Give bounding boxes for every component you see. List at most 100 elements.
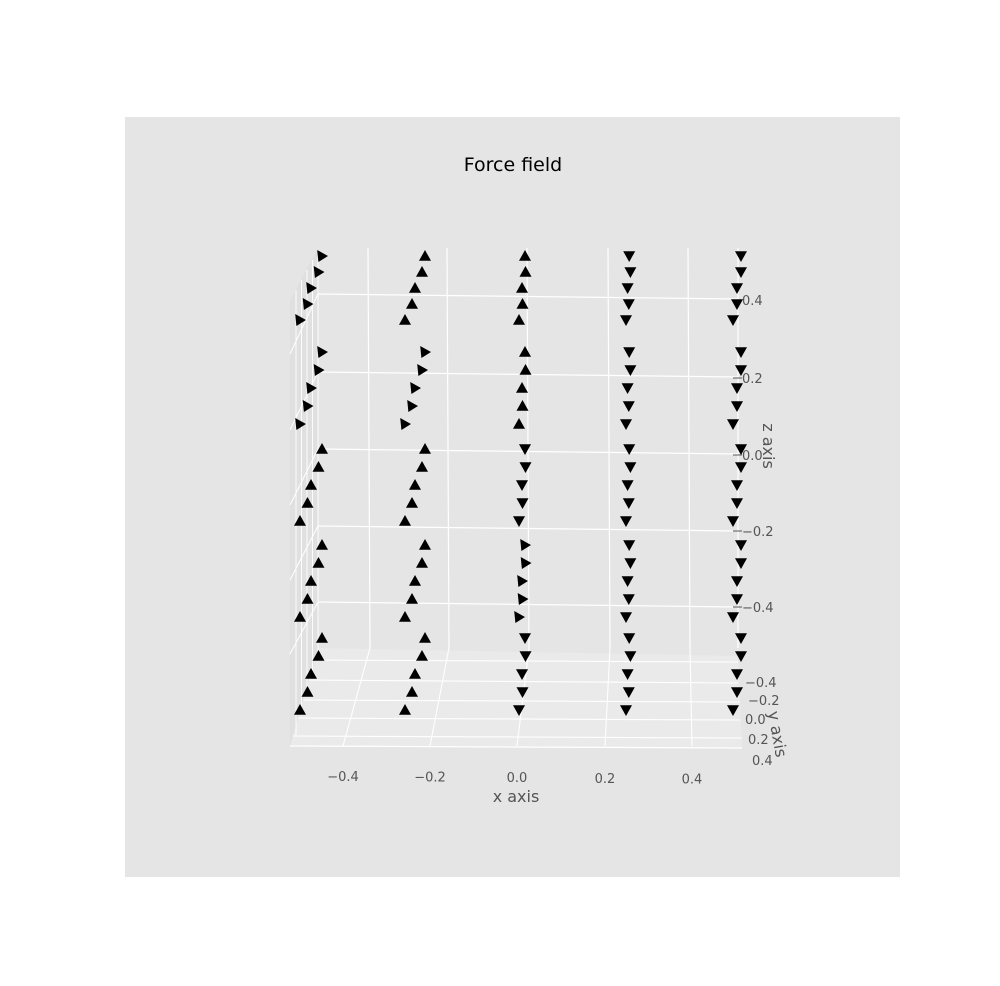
quiver-marker [727, 419, 739, 430]
floor-depth-line [342, 647, 371, 747]
quiver-marker [513, 314, 525, 325]
quiver-marker [312, 557, 325, 568]
quiver-marker [295, 314, 306, 326]
z-axis-label: z axis [759, 423, 778, 469]
y-tick-label: 0.0 [745, 713, 766, 728]
quiver-marker [620, 516, 632, 527]
floor-grid-line [293, 699, 741, 703]
quiver-marker [420, 346, 431, 358]
floor-grid-line [295, 679, 739, 684]
quiver-marker [622, 687, 635, 698]
quiver-marker [301, 593, 314, 604]
quiver-marker [302, 400, 314, 412]
back-grid-hline [317, 448, 739, 455]
quiver-marker [305, 479, 317, 490]
quiver-marker [409, 282, 421, 293]
quiver-marker [735, 540, 747, 551]
floor-grid-line [299, 659, 739, 663]
quiver-marker [316, 632, 328, 643]
quiver-marker [406, 298, 418, 309]
quiver-marker [622, 594, 635, 605]
quiver-marker [623, 347, 636, 358]
quiver-marker [623, 251, 636, 262]
back-grid-vline [687, 247, 691, 649]
back-grid-vline [367, 247, 371, 649]
quiver-marker [301, 686, 314, 697]
quiver-marker [622, 401, 635, 412]
quiver-marker [519, 651, 532, 662]
quiver-marker [406, 593, 418, 604]
quiver-marker [513, 418, 525, 429]
quiver-marker [621, 576, 634, 587]
quiver-marker [520, 557, 532, 569]
z-tick-label: 0.4 [742, 294, 763, 309]
side-grid-line [289, 448, 319, 506]
quiver-marker [735, 651, 747, 662]
quiver-marker [305, 668, 317, 679]
back-grid-hline [317, 525, 739, 532]
quiver-marker [419, 250, 431, 261]
quiver-marker [620, 419, 632, 430]
quiver-marker [302, 298, 314, 310]
quiver-marker [624, 558, 637, 569]
quiver-marker [731, 480, 743, 491]
quiver-marker [516, 480, 528, 491]
quiver-marker [727, 315, 739, 326]
quiver-marker [624, 462, 637, 473]
quiver-marker [406, 686, 418, 697]
quiver-marker [399, 611, 411, 622]
quiver-marker [731, 383, 743, 394]
quiver-marker [623, 633, 636, 644]
quiver-marker [731, 576, 743, 587]
quiver-marker [419, 443, 431, 454]
quiver-marker [735, 558, 747, 569]
quiver-marker [735, 633, 747, 644]
quiver-marker [620, 315, 632, 326]
quiver-marker [519, 633, 531, 644]
quiver-marker [416, 266, 428, 277]
quiver-marker [312, 650, 325, 661]
quiver-marker [317, 250, 328, 262]
quiver-marker [621, 283, 634, 294]
quiver-marker [294, 704, 306, 715]
quiver-marker [400, 418, 411, 430]
back-grid-hline [317, 601, 739, 608]
quiver-marker [317, 346, 328, 358]
quiver-marker [516, 382, 528, 393]
back-grid-vline [607, 247, 611, 649]
quiver-marker [419, 632, 431, 643]
x-tick-label: 0.4 [682, 772, 703, 787]
quiver-marker [519, 462, 532, 473]
quiver-marker [735, 444, 747, 455]
x-tick-label: −0.4 [327, 770, 359, 785]
quiver-marker [313, 266, 325, 278]
quiver-marker [516, 282, 528, 293]
quiver-marker [516, 298, 529, 309]
quiver-marker [620, 705, 632, 716]
quiver-marker [407, 400, 418, 412]
quiver-marker [620, 612, 632, 623]
quiver-marker [735, 347, 747, 358]
y-tick-label: 0.2 [748, 733, 769, 748]
quiver-marker [305, 575, 317, 586]
back-grid-hline [317, 293, 739, 300]
quiver-marker [624, 651, 637, 662]
quiver-marker [731, 401, 743, 412]
z-tick-label: 0.0 [742, 449, 763, 464]
floor-grid-line [290, 735, 743, 739]
z-tick-label: 0.2 [742, 372, 763, 387]
quiver-marker [624, 365, 637, 376]
quiver-marker [294, 515, 306, 526]
quiver-marker [622, 299, 635, 310]
floor-depth-line [604, 647, 611, 747]
quiver-marker [623, 540, 636, 551]
quiver-marker [312, 461, 325, 472]
quiver-marker [621, 669, 634, 680]
x-axis-line [289, 745, 743, 749]
quiver-marker [416, 557, 428, 568]
floor-pane [290, 648, 742, 748]
quiver-marker [409, 575, 421, 586]
chart-title: Force field [464, 154, 562, 176]
quiver-marker [731, 594, 743, 605]
quiver-marker [735, 365, 747, 376]
